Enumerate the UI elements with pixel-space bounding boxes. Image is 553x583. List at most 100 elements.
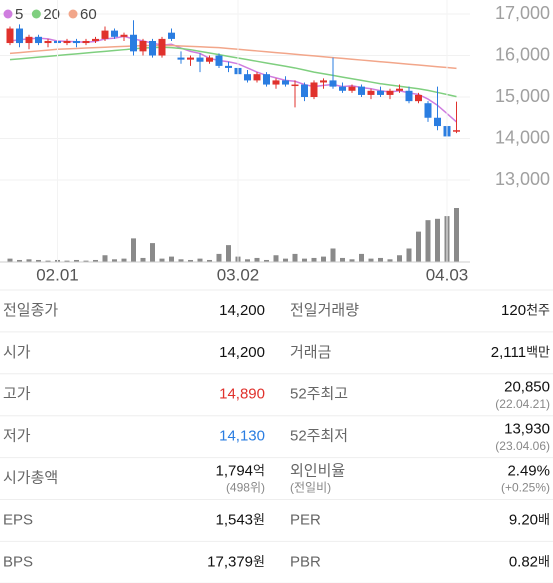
candle-body (25, 36, 33, 44)
candle-body (92, 38, 99, 41)
candle-body (149, 40, 156, 56)
volume-bar (245, 259, 250, 262)
row-value: 14,200 (219, 344, 265, 361)
candle-body (415, 94, 422, 102)
volume-bar (273, 255, 279, 262)
row-label: 시가총액 (3, 470, 58, 487)
x-tick-label: 02.01 (36, 265, 79, 284)
candle-body (348, 86, 356, 91)
row-value: 0.82 (509, 553, 538, 570)
candle-body (434, 117, 441, 127)
candle-body (424, 103, 432, 118)
row-value: 2,111 (491, 344, 526, 361)
candle-body (339, 86, 346, 91)
volume-bar (368, 258, 374, 262)
candle-body (405, 90, 413, 102)
volume-bar (330, 248, 336, 262)
candle-body (263, 74, 270, 85)
candle-body (73, 40, 80, 44)
row-label: BPS (3, 553, 33, 570)
volume-bar (264, 259, 269, 262)
volume-bar (359, 253, 364, 262)
volume-bar (93, 259, 98, 262)
candle-body (120, 34, 128, 37)
candle-body (301, 84, 308, 97)
candle-body (130, 34, 137, 52)
legend-dot (68, 9, 78, 19)
row-label: 고가 (3, 386, 31, 403)
y-tick-label: 14,000 (495, 127, 550, 147)
row-label: EPS (3, 511, 33, 528)
legend-dot (3, 9, 13, 19)
candle-body (187, 57, 194, 60)
volume-bar (159, 258, 165, 262)
row-label: 외인비율 (290, 463, 345, 480)
candle-body (453, 130, 460, 132)
row-unit: 백만 (526, 344, 550, 359)
volume-bar (216, 253, 222, 262)
row-value: 20,850 (504, 379, 550, 396)
legend-dot (31, 9, 41, 19)
volume-bar (226, 245, 231, 262)
row-sub: (22.04.21) (495, 397, 550, 411)
row-label: PER (290, 511, 321, 528)
volume-bar (302, 258, 307, 262)
legend-label: 20 (43, 6, 60, 23)
row-value: 17,379 (207, 553, 253, 570)
volume-bar (425, 220, 431, 262)
volume-bar (64, 260, 70, 262)
row-label-sub: (전일비) (290, 481, 331, 495)
row-value: 13,930 (504, 421, 550, 438)
row-unit: 억 (253, 463, 265, 478)
volume-bar (283, 258, 288, 262)
volume-bar (150, 243, 155, 262)
candle-body (282, 80, 289, 85)
row-label: PBR (290, 553, 321, 570)
row-value: 2.49% (507, 463, 550, 480)
candle-body (329, 80, 337, 87)
volume-bar (178, 259, 184, 262)
volume-bar (406, 248, 412, 262)
volume-bar (83, 260, 89, 262)
volume-bar (416, 231, 421, 262)
volume-bar (321, 256, 326, 262)
candle-body (158, 38, 166, 56)
candle-body (177, 57, 185, 60)
volume-bar (140, 257, 146, 262)
volume-bar (188, 259, 193, 262)
row-label: 전일종가 (3, 302, 58, 319)
volume-bar (36, 259, 41, 262)
volume-bar (169, 256, 174, 262)
legend-label: 5 (15, 6, 23, 23)
volume-bar (311, 257, 317, 262)
row-label: 시가 (3, 344, 31, 361)
candle-body (63, 40, 71, 44)
candle-body (44, 40, 52, 44)
candle-body (253, 74, 261, 81)
candle-body (358, 86, 365, 95)
row-unit: 원 (253, 554, 265, 569)
volume-bar (26, 259, 32, 262)
candle-body (396, 88, 403, 91)
row-unit: 배 (538, 512, 550, 527)
row-sub: (498위) (226, 481, 265, 495)
volume-bar (292, 253, 298, 262)
volume-bar (387, 259, 393, 262)
volume-bar (397, 255, 402, 262)
volume-bar (7, 258, 13, 262)
candle-body (272, 80, 280, 85)
row-label: 저가 (3, 428, 31, 445)
row-value: 14,890 (219, 386, 265, 403)
y-tick-label: 15,000 (495, 86, 550, 106)
candle-body (215, 55, 223, 66)
candle-body (35, 36, 42, 44)
row-value: 1,543 (215, 511, 253, 528)
candle-body (16, 28, 23, 44)
volume-bar (340, 257, 345, 262)
candle-body (206, 57, 213, 62)
candle-body (367, 90, 375, 95)
volume-bar (112, 259, 117, 262)
row-value: 1,794 (215, 463, 253, 480)
y-tick-label: 16,000 (495, 44, 550, 64)
